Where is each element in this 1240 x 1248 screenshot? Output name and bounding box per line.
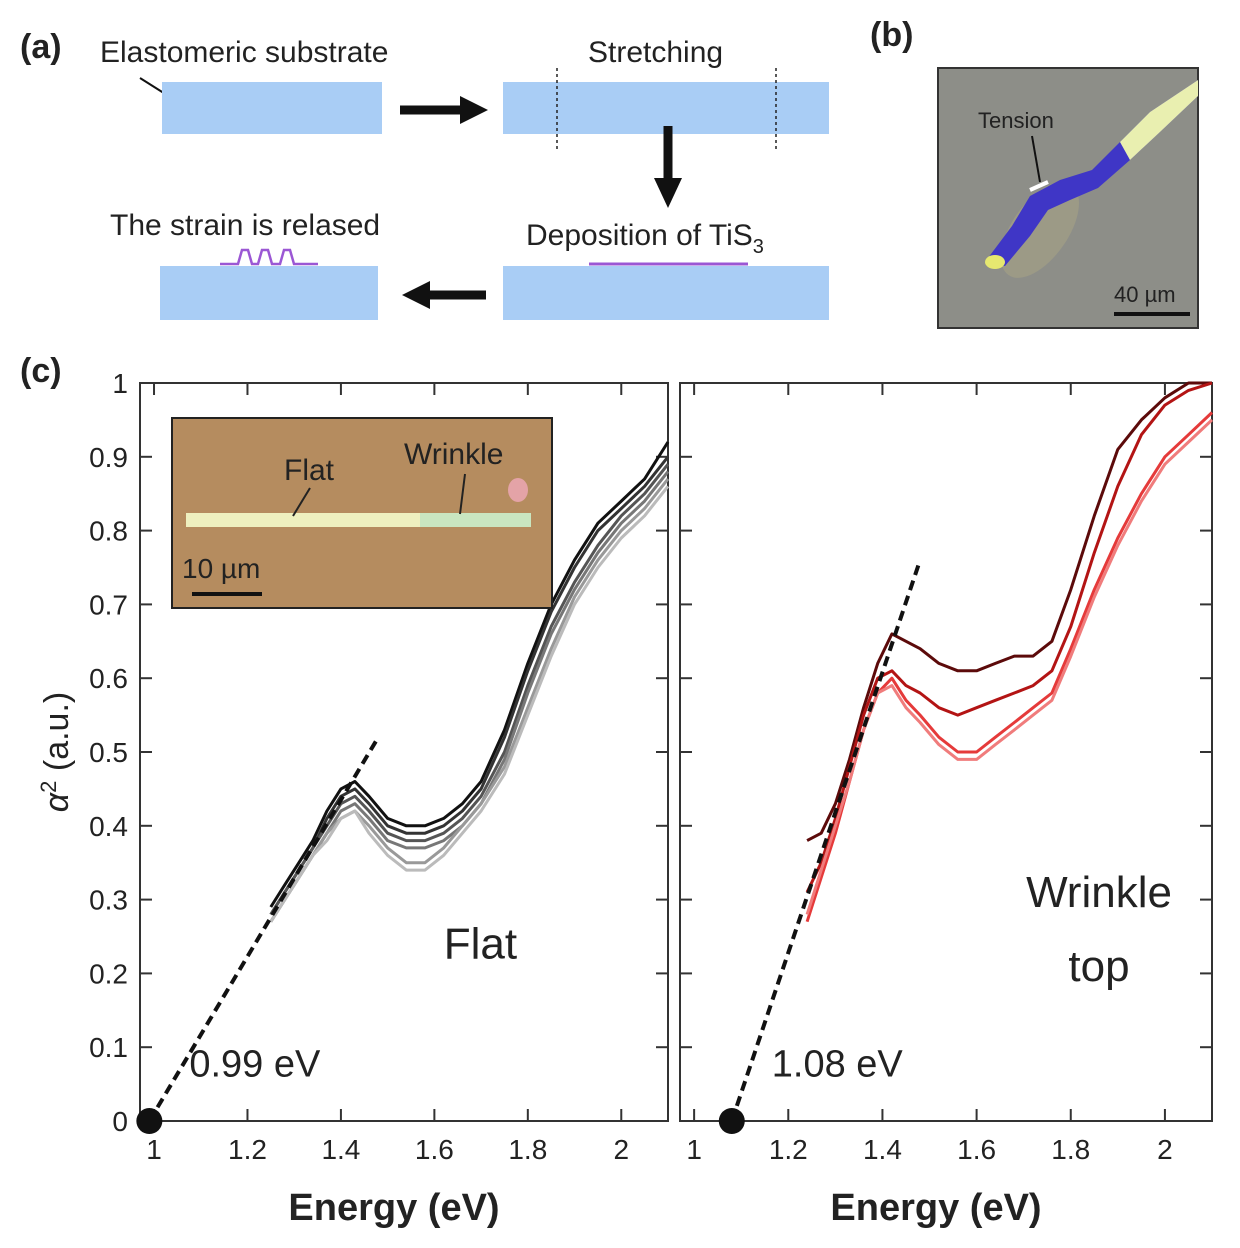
y-tick-label: 0.1 (89, 1032, 128, 1063)
micrograph-scale-label: 40 µm (1114, 282, 1176, 307)
x-tick-label: 1 (146, 1134, 162, 1165)
panel-a-label: (a) (20, 28, 62, 66)
substrate-initial (162, 82, 382, 134)
series-line (805, 418, 1214, 915)
micrograph-flake-bright (1120, 80, 1198, 160)
y-tick-label: 0.6 (89, 663, 128, 694)
x-tick-label: 1.2 (769, 1134, 808, 1165)
panel-a: (a) Elastomeric substrate Stretching Dep… (20, 28, 829, 320)
plot-wrinkle: 1 1.2 1.4 1.6 1.8 2 Wrinkle top 1.08 eV Energ… (679, 381, 1214, 1229)
plot-wrinkle-annotation: Wrinkle (1026, 868, 1172, 917)
plot-flat-gap-label: 0.99 eV (189, 1044, 321, 1086)
y-tick-label: 0.9 (89, 442, 128, 473)
inset-flat-pointer (292, 487, 311, 517)
y-tick-label: 0.3 (89, 885, 128, 916)
x-tick-label: 1.8 (508, 1134, 547, 1165)
tension-pointer (1031, 135, 1041, 183)
micrograph-shadow (1000, 182, 1080, 278)
y-tick-label: 0.8 (89, 516, 128, 547)
plot-wrinkle-annotation-2: top (1068, 942, 1129, 991)
arrow-down-head (654, 178, 682, 208)
tension-spot (1029, 180, 1049, 192)
tension-label: Tension (978, 108, 1054, 133)
plot-flat: 1 1.2 1.4 1.6 1.8 2 0 0.1 0.2 0.3 0.4 0.5 0.6 0.7 0.8 0… (89, 368, 670, 1229)
inset: Flat Wrinkle 10 µm (171, 417, 553, 609)
panel-b: (b) Tension 40 µm (870, 16, 1199, 329)
plot-flat-series (269, 441, 670, 923)
series-line (269, 463, 670, 916)
plot-wrinkle-gap-point (718, 1108, 745, 1134)
release-label: The strain is relased (110, 209, 380, 242)
y-tick-label: 0 (112, 1106, 128, 1137)
x-tick-label: 1 (686, 1134, 702, 1165)
plot-wrinkle-x-label: Energy (eV) (830, 1187, 1041, 1229)
substrate-deposited (503, 266, 829, 320)
arrow-right-1-head (460, 96, 488, 124)
y-tick-label: 0.2 (89, 958, 128, 989)
deposition-label: Deposition of TiS3 (526, 219, 764, 258)
plot-wrinkle-fit-line (729, 559, 923, 1122)
inset-ribbon-wrinkle (420, 513, 531, 527)
inset-wrinkle-label: Wrinkle (404, 438, 503, 471)
panel-c-label: (c) (20, 352, 62, 390)
inset-flat-label: Flat (284, 454, 335, 487)
x-tick-label: 2 (1157, 1134, 1173, 1165)
substrate-label: Elastomeric substrate (100, 36, 388, 69)
inset-particle (508, 478, 528, 502)
panel-c: (c) α2 (a.u.) 1 1.2 1.4 1.6 1.8 2 0 0.1 0.2 0.3 0.… (20, 352, 1214, 1229)
series-line (269, 485, 670, 923)
y-tick-label: 0.7 (89, 589, 128, 620)
x-tick-label: 1.4 (863, 1134, 902, 1165)
inset-scale-label: 10 µm (182, 553, 260, 584)
substrate-stretched (503, 82, 829, 134)
y-tick-label: 1 (112, 368, 128, 399)
x-tick-label: 1.6 (415, 1134, 454, 1165)
plot-flat-x-label: Energy (eV) (288, 1187, 499, 1229)
plot-wrinkle-gap-label: 1.08 eV (772, 1044, 904, 1086)
y-axis-label: α2 (a.u.) (36, 692, 76, 812)
inset-wrinkle-pointer (459, 473, 466, 515)
plot-flat-fit-line (147, 736, 381, 1123)
series-line (805, 411, 1214, 923)
x-tick-label: 2 (613, 1134, 629, 1165)
x-tick-label: 1.2 (228, 1134, 267, 1165)
x-tick-label: 1.6 (957, 1134, 996, 1165)
y-tick-label: 0.5 (89, 737, 128, 768)
plot-wrinkle-ticks: 1 1.2 1.4 1.6 1.8 2 (680, 382, 1212, 1165)
panel-b-label: (b) (870, 16, 913, 54)
x-tick-label: 1.4 (321, 1134, 360, 1165)
substrate-released (160, 266, 378, 320)
plot-wrinkle-series (805, 381, 1214, 923)
stretching-label: Stretching (588, 36, 723, 69)
y-tick-label: 0.4 (89, 811, 128, 842)
series-line (269, 441, 670, 908)
micrograph-flake-tip (985, 255, 1005, 269)
plot-flat-annotation: Flat (444, 920, 517, 969)
x-tick-label: 1.8 (1051, 1134, 1090, 1165)
arrow-left-head (402, 281, 430, 309)
series-line (269, 455, 670, 916)
tis3-film-wrinkled (220, 248, 318, 266)
series-line (269, 477, 670, 923)
series-line (805, 381, 1213, 893)
plot-flat-gap-point (136, 1108, 163, 1134)
series-line (806, 381, 1212, 842)
